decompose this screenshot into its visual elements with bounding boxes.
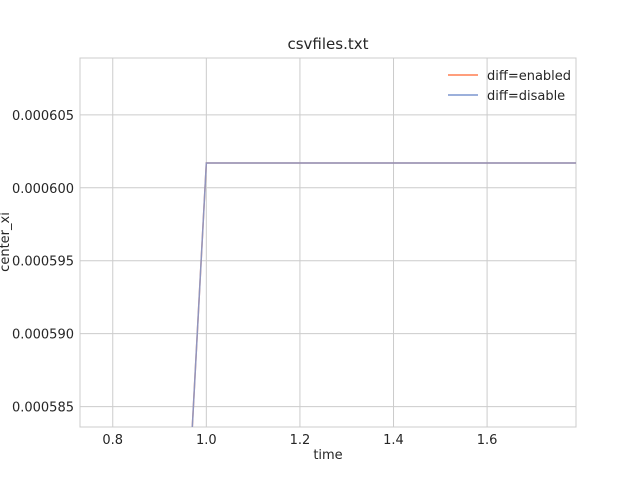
x-tick-labels: 0.8 1.0 1.2 1.4 1.6 bbox=[102, 433, 497, 448]
legend-entry: diff=disable bbox=[487, 89, 565, 104]
grid bbox=[80, 58, 576, 427]
x-axis-label: time bbox=[313, 448, 342, 463]
x-tick-label: 0.8 bbox=[102, 433, 123, 448]
x-tick-label: 1.2 bbox=[290, 433, 311, 448]
y-axis-label: center_xi bbox=[0, 212, 13, 272]
y-tick-label: 0.000600 bbox=[12, 182, 74, 197]
legend-entry: diff=enabled bbox=[487, 69, 571, 84]
legend: diff=enabled diff=disable bbox=[448, 69, 571, 104]
y-tick-label: 0.000585 bbox=[12, 401, 74, 416]
y-tick-labels: 0.000585 0.000590 0.000595 0.000600 0.000605 bbox=[12, 109, 74, 416]
x-tick-label: 1.4 bbox=[383, 433, 404, 448]
x-tick-label: 1.6 bbox=[477, 433, 498, 448]
series-layer bbox=[191, 162, 576, 427]
y-tick-label: 0.000590 bbox=[12, 328, 74, 343]
chart-title: csvfiles.txt bbox=[287, 35, 368, 53]
y-tick-label: 0.000595 bbox=[12, 255, 74, 270]
x-tick-label: 1.0 bbox=[196, 433, 217, 448]
plot-frame bbox=[79, 57, 577, 428]
y-tick-label: 0.000605 bbox=[12, 109, 74, 124]
series-line-diff-disable bbox=[191, 162, 576, 427]
